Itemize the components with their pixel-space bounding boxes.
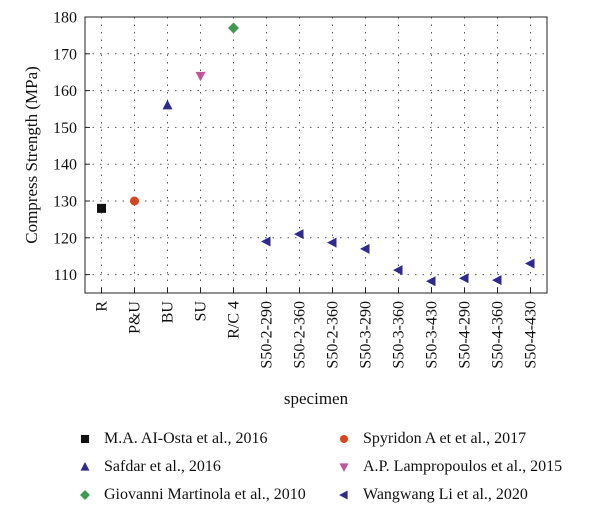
circle-marker-shape bbox=[339, 434, 349, 444]
legend-item: M.A. AI-Osta et al., 2016 bbox=[78, 428, 268, 450]
y-tick-label: 110 bbox=[54, 267, 77, 284]
x-tick-label: S50-2-360 bbox=[325, 301, 342, 369]
triangle-up-marker-shape bbox=[80, 462, 90, 471]
y-tick-label: 180 bbox=[53, 10, 77, 27]
legend-marker-square bbox=[80, 434, 90, 444]
chart-svg: 110 120 130 140 150 160 170 180 R P&U BU SU R/C 4 S5… bbox=[22, 10, 548, 408]
legend-item: Giovanni Martinola et al., 2010 bbox=[78, 484, 306, 506]
x-tick-label: P&U bbox=[127, 301, 144, 334]
x-tick-label: S50-3-430 bbox=[424, 301, 441, 369]
triangle-down-marker-shape bbox=[339, 463, 349, 472]
legend-label: Giovanni Martinola et al., 2010 bbox=[104, 486, 306, 503]
x-tick-label: S50-3-360 bbox=[391, 301, 408, 369]
x-tick-label: S50-2-360 bbox=[292, 301, 309, 369]
y-axis-label: Compress Strength (MPa) bbox=[22, 66, 41, 244]
data-point-triangle-left bbox=[459, 273, 469, 284]
x-tick-label: BU bbox=[160, 301, 177, 324]
legend-marker-triangle-left bbox=[339, 490, 348, 500]
x-axis-label: specimen bbox=[284, 389, 349, 408]
legend-item: Spyridon A et et al., 2017 bbox=[337, 428, 526, 450]
legend-label: M.A. AI-Osta et al., 2016 bbox=[104, 430, 268, 447]
data-points bbox=[97, 22, 535, 287]
x-tick-label: S50-4-430 bbox=[523, 301, 540, 369]
data-point-triangle-down bbox=[195, 71, 206, 82]
triangle-left-marker-shape bbox=[339, 490, 348, 500]
legend-label: Safdar et al., 2016 bbox=[104, 458, 221, 475]
y-tick-label: 120 bbox=[53, 230, 77, 247]
y-tick-label: 130 bbox=[53, 194, 77, 211]
legend-marker-diamond bbox=[80, 490, 90, 500]
data-point-triangle-up bbox=[162, 99, 173, 110]
x-tick-label: S50-2-290 bbox=[259, 301, 276, 369]
y-tick-label: 170 bbox=[53, 46, 77, 63]
data-point-circle bbox=[130, 196, 139, 206]
data-point-triangle-left bbox=[426, 276, 436, 287]
data-point-triangle-left bbox=[261, 236, 271, 247]
x-tick-label: R/C 4 bbox=[226, 301, 243, 339]
y-tick-label: 150 bbox=[53, 120, 77, 137]
data-point-triangle-left bbox=[360, 243, 370, 254]
data-point-square bbox=[97, 203, 106, 213]
legend-marker-circle bbox=[339, 434, 349, 444]
legend-marker-triangle-up bbox=[80, 462, 90, 471]
legend-label: Wangwang Li et al., 2020 bbox=[363, 486, 528, 503]
legend-label: Spyridon A et et al., 2017 bbox=[363, 430, 527, 447]
data-point-diamond bbox=[228, 22, 239, 34]
grid-lines bbox=[85, 16, 547, 293]
plot-area-frame bbox=[84, 16, 548, 294]
y-tick-label: 160 bbox=[53, 83, 77, 100]
square-marker-shape bbox=[80, 434, 90, 444]
legend-marker-triangle-down bbox=[339, 463, 349, 472]
data-point-triangle-left bbox=[525, 258, 535, 269]
legend-label: A.P. Lampropoulos et al., 2015 bbox=[363, 458, 563, 475]
legend-item: A.P. Lampropoulos et al., 2015 bbox=[337, 456, 562, 478]
x-tick-label: S50-4-290 bbox=[457, 301, 474, 369]
legend-item: Safdar et al., 2016 bbox=[78, 456, 221, 478]
chart-legend: M.A. AI-Osta et al., 2016 Spyridon A et e… bbox=[0, 420, 600, 520]
x-tick-label: S50-4-360 bbox=[490, 301, 507, 369]
diamond-marker-shape bbox=[80, 490, 90, 500]
x-tick-label: SU bbox=[193, 301, 210, 322]
data-point-triangle-left bbox=[294, 229, 304, 240]
x-tick-label: R bbox=[94, 301, 111, 312]
legend-item: Wangwang Li et al., 2020 bbox=[337, 484, 528, 506]
data-point-triangle-left bbox=[393, 265, 403, 276]
y-axis-ticks: 110 120 130 140 150 160 170 180 bbox=[53, 10, 90, 284]
data-point-triangle-left bbox=[492, 275, 502, 286]
x-axis-ticks: R P&U BU SU R/C 4 S50-2-290 S50-2-360 S50-2-360… bbox=[94, 288, 540, 369]
data-point-triangle-left bbox=[327, 237, 337, 248]
x-tick-label: S50-3-290 bbox=[358, 301, 375, 369]
y-tick-label: 140 bbox=[53, 157, 77, 174]
